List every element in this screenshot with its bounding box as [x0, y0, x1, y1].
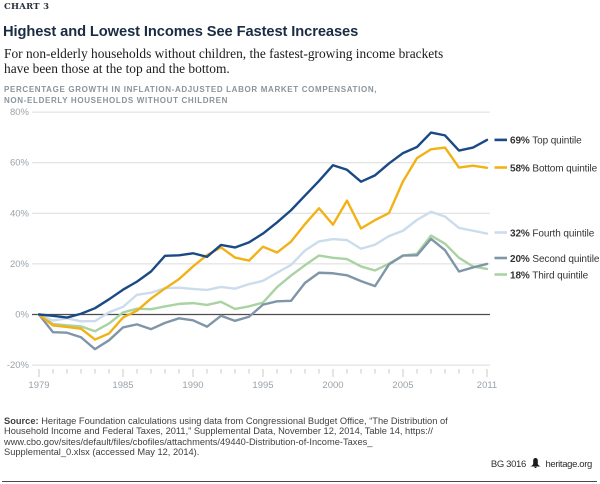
series-line-second-quintile — [37, 237, 489, 351]
chart-subtitle: For non-elderly households without child… — [4, 46, 444, 76]
source-label: Source: — [4, 416, 39, 426]
legend-label-bottom-quintile: 58% Bottom quintile — [510, 163, 598, 174]
y-axis-label: 0% — [15, 310, 29, 321]
series-line-fourth-quintile — [37, 210, 489, 323]
footer: BG 3016 heritage.org — [491, 458, 592, 470]
y-axis-label: 60% — [10, 158, 30, 169]
source-note: Source: Heritage Foundation calculations… — [4, 416, 448, 458]
series-line-bottom-quintile — [37, 146, 489, 341]
x-axis-label: 1979 — [28, 380, 49, 391]
bottom-rule — [2, 481, 597, 482]
y-axis-label: 20% — [10, 259, 30, 270]
chart-number-tag: CHART 3 — [4, 2, 50, 12]
site-link[interactable]: heritage.org — [545, 459, 592, 470]
y-axis-label: 40% — [10, 208, 30, 219]
page-title: Highest and Lowest Incomes See Fastest I… — [3, 24, 359, 40]
report-id: BG 3016 — [490, 459, 526, 470]
y-axis-label: 80% — [10, 107, 30, 118]
series-line-top-quintile — [37, 131, 489, 319]
legend-label-second-quintile: 20% Second quintile — [510, 254, 600, 265]
x-axis-label: 2000 — [322, 380, 343, 391]
x-axis-label: 2011 — [477, 380, 497, 391]
legend-label-third-quintile: 18% Third quintile — [510, 270, 589, 281]
y-axis-label: -20% — [7, 360, 30, 371]
x-axis-label: 2005 — [392, 380, 413, 391]
heritage-bell-icon — [530, 458, 541, 468]
axis-note: PERCENTAGE GROWTH IN INFLATION-ADJUSTED … — [4, 85, 378, 105]
legend-label-top-quintile: 69% Top quintile — [510, 136, 582, 147]
x-axis-label: 1990 — [182, 380, 203, 391]
legend-label-fourth-quintile: 32% Fourth quintile — [510, 228, 595, 239]
x-axis-label: 1985 — [112, 380, 133, 391]
x-axis-label: 1995 — [252, 380, 273, 391]
series-line-third-quintile — [37, 234, 489, 333]
